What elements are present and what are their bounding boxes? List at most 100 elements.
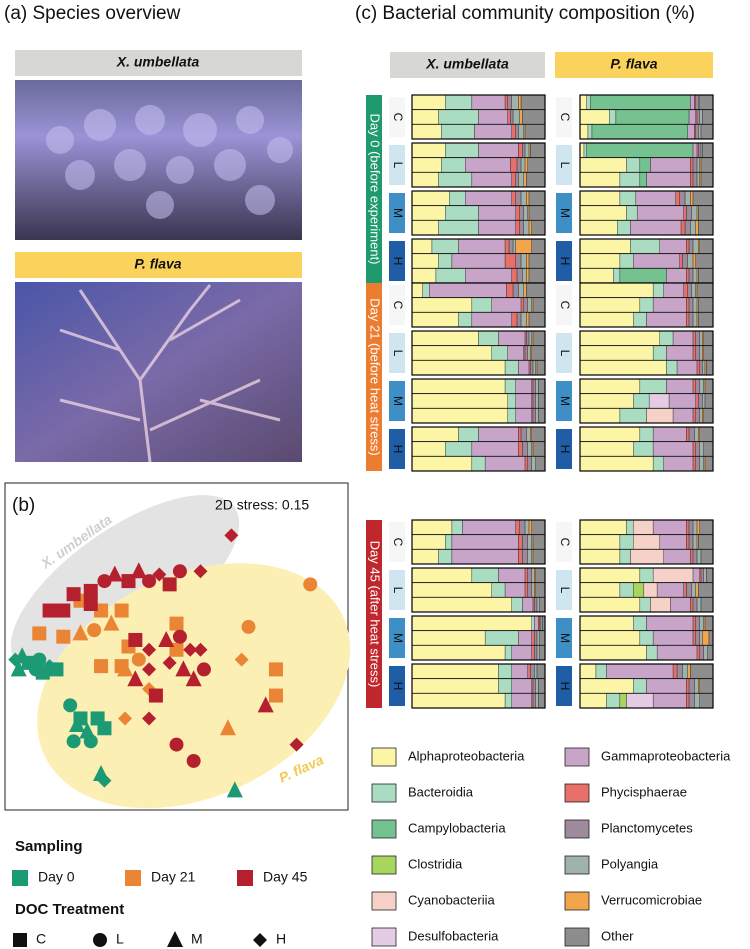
marker <box>172 629 187 644</box>
bar-segment <box>524 157 528 173</box>
marker <box>142 662 157 677</box>
legend-swatch <box>564 747 590 767</box>
bar-segment <box>702 142 714 158</box>
group-outline <box>579 615 714 661</box>
treatment-label: H <box>391 257 405 266</box>
bar-segment <box>422 282 430 298</box>
bar-segment <box>527 567 532 583</box>
legend-swatch <box>564 927 590 947</box>
marker <box>193 564 208 579</box>
bar-segment <box>518 534 523 550</box>
bar-segment <box>526 330 530 346</box>
bar-segment <box>692 312 698 328</box>
marker <box>131 652 146 667</box>
bar-segment <box>531 238 546 254</box>
bar-segment <box>630 549 664 565</box>
bar-segment <box>520 253 527 269</box>
group-outline <box>579 94 714 140</box>
bar-segment <box>445 94 473 110</box>
bar-segment <box>666 360 678 376</box>
bar-segment <box>633 678 647 694</box>
bar-segment <box>411 94 446 110</box>
bar-segment <box>639 630 654 646</box>
bar-segment <box>508 238 514 254</box>
group-outline <box>579 378 714 424</box>
bar-segment <box>606 663 674 679</box>
day-band <box>366 95 382 283</box>
bar-segment <box>579 205 627 221</box>
bar-segment <box>579 297 641 313</box>
bar-segment <box>411 597 512 613</box>
bar-segment <box>686 268 690 284</box>
bar-segment <box>504 582 526 598</box>
bar-segment <box>532 678 536 694</box>
species-header <box>555 52 713 78</box>
bar-segment <box>411 312 459 328</box>
bar-segment <box>639 297 654 313</box>
bar-segment <box>652 567 694 583</box>
bar-segment <box>680 220 686 236</box>
legend-swatch <box>564 783 590 803</box>
bar-segment <box>692 549 698 565</box>
marker <box>66 587 81 602</box>
bar-segment <box>672 663 678 679</box>
bar-segment <box>411 378 506 394</box>
group-outline <box>411 519 546 565</box>
bar-segment <box>530 663 535 679</box>
legend-label: Other <box>601 928 634 943</box>
bar-segment <box>686 519 690 535</box>
bar-segment <box>686 238 690 254</box>
bar-segment <box>703 330 714 346</box>
bar-segment <box>679 190 686 206</box>
bar-segment <box>663 549 691 565</box>
bar-segment <box>579 630 641 646</box>
bar-segment <box>619 268 667 284</box>
bar-segment <box>510 109 514 125</box>
species-header <box>15 50 302 76</box>
bar-segment <box>688 678 695 694</box>
bar-segment <box>528 190 546 206</box>
bar-segment <box>511 124 516 140</box>
bar-segment <box>579 124 589 140</box>
bar-segment <box>579 645 647 661</box>
bar-segment <box>639 157 651 173</box>
bar-segment <box>696 157 700 173</box>
bar-segment <box>526 426 531 442</box>
treatment-label: C <box>558 538 572 547</box>
bar-segment <box>519 205 524 221</box>
bar-segment <box>512 238 516 254</box>
bar-segment <box>532 549 546 565</box>
bar-segment <box>534 615 539 631</box>
group-outline <box>411 330 546 376</box>
bar-segment <box>695 456 700 472</box>
bar-segment <box>532 408 536 424</box>
bar-segment <box>535 567 546 583</box>
marker <box>224 528 239 543</box>
legend-label: Clostridia <box>408 856 463 871</box>
legend-label: Day 0 <box>38 869 75 885</box>
bar-segment <box>411 615 532 631</box>
bar-segment <box>579 549 621 565</box>
group-outline <box>411 94 546 140</box>
bar-segment <box>524 582 528 598</box>
marker <box>158 630 175 647</box>
legend-label: Gammaproteobacteria <box>601 748 731 763</box>
bar-segment <box>670 597 691 613</box>
bar-segment <box>536 645 540 661</box>
bar-segment <box>518 360 530 376</box>
marker <box>167 931 183 947</box>
bar-segment <box>686 582 692 598</box>
bar-segment <box>690 663 714 679</box>
bar-segment <box>538 408 546 424</box>
bar-segment <box>699 330 703 346</box>
marker <box>10 660 27 677</box>
bar-segment <box>411 567 473 583</box>
bar-segment <box>646 312 687 328</box>
bar-segment <box>528 312 546 328</box>
bar-segment <box>579 238 631 254</box>
marker <box>193 642 208 657</box>
bar-segment <box>703 645 708 661</box>
treatment-label: M <box>558 208 572 218</box>
bar-segment <box>698 582 714 598</box>
